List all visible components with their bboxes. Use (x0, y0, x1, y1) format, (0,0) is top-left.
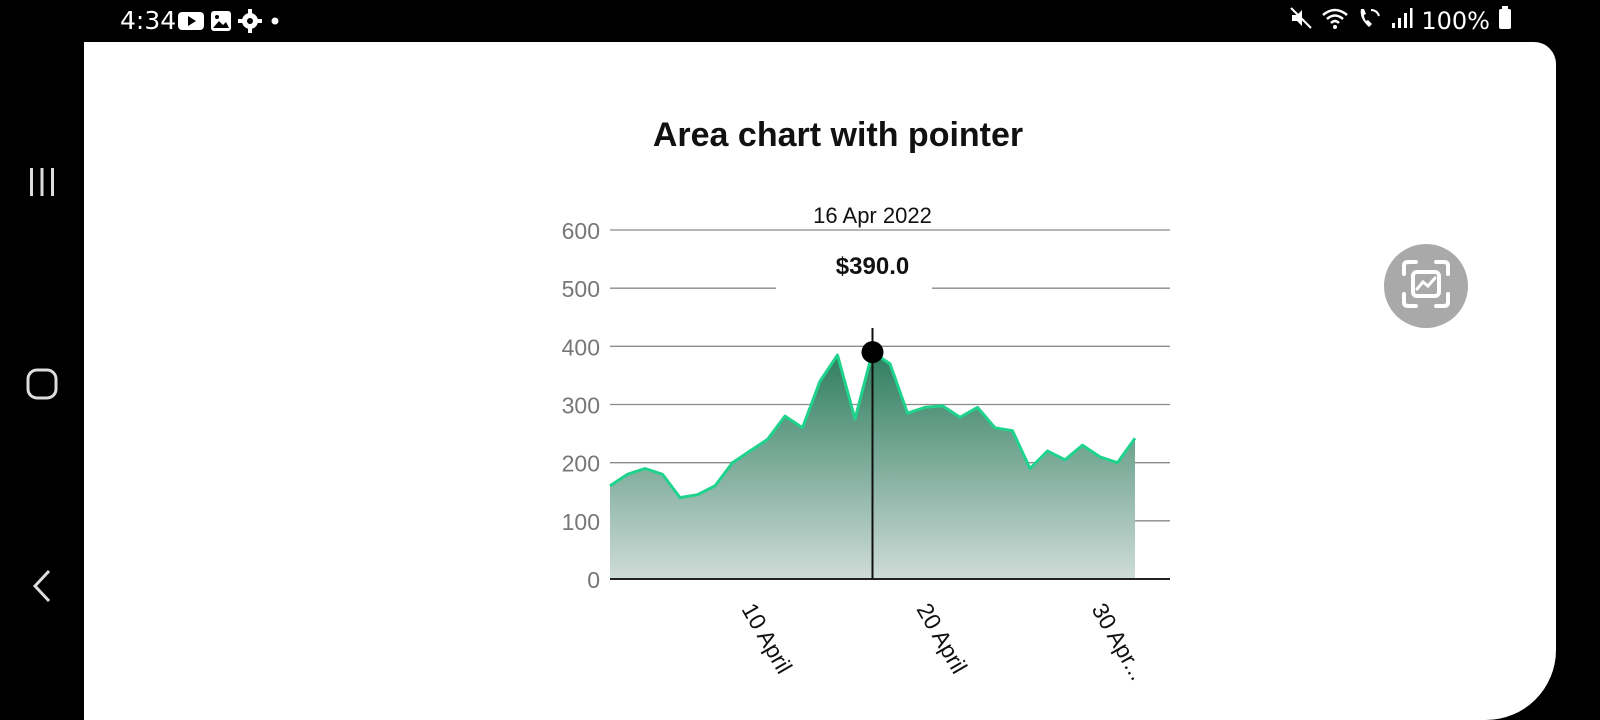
status-bar: 4:34 100% (0, 0, 1600, 42)
mute-icon (1289, 6, 1313, 35)
app-panel: Area chart with pointer 0 100 200 300 400 500… (84, 42, 1556, 720)
signal-icon (1391, 7, 1413, 34)
pointer-label-bg (776, 274, 932, 328)
y-tick-label: 600 (562, 218, 600, 244)
chart-title: Area chart with pointer (652, 116, 1024, 154)
recent-apps-icon (25, 165, 59, 204)
settings-icon (238, 9, 262, 38)
y-tick-label: 0 (587, 567, 600, 593)
gallery-icon (210, 10, 232, 37)
pointer-marker (861, 341, 884, 364)
navigation-bar (0, 42, 84, 720)
y-tick-label: 100 (562, 509, 600, 535)
screenshot-chart-button[interactable] (1384, 244, 1468, 328)
back-icon (27, 568, 57, 609)
area-chart[interactable]: 0 100 200 300 400 500 600 10 April 20 April 30 Ap… (84, 42, 1556, 720)
wifi-icon (1321, 6, 1349, 35)
y-tick-label: 400 (562, 334, 600, 360)
y-tick-label: 200 (562, 451, 600, 477)
pointer-date-label: 16 Apr 2022 (813, 203, 932, 228)
wifi-calling-icon (1357, 6, 1383, 35)
status-time: 4:34 (120, 6, 177, 35)
y-tick-label: 500 (562, 276, 600, 302)
x-tick-label: 20 April (912, 599, 973, 678)
x-tick-label: 10 April (737, 599, 798, 678)
screenshot-chart-icon (1398, 256, 1454, 317)
battery-percent: 100% (1421, 6, 1490, 35)
youtube-icon (178, 11, 204, 36)
battery-icon (1498, 6, 1512, 35)
home-icon (24, 366, 60, 407)
y-tick-label: 300 (562, 393, 600, 419)
x-tick-label: 30 Apr... (1087, 599, 1152, 685)
recent-apps-button[interactable] (18, 160, 66, 208)
pointer-value-label: $390.0 (836, 253, 909, 280)
dot-icon (268, 14, 282, 33)
back-button[interactable] (18, 564, 66, 612)
home-button[interactable] (18, 362, 66, 410)
